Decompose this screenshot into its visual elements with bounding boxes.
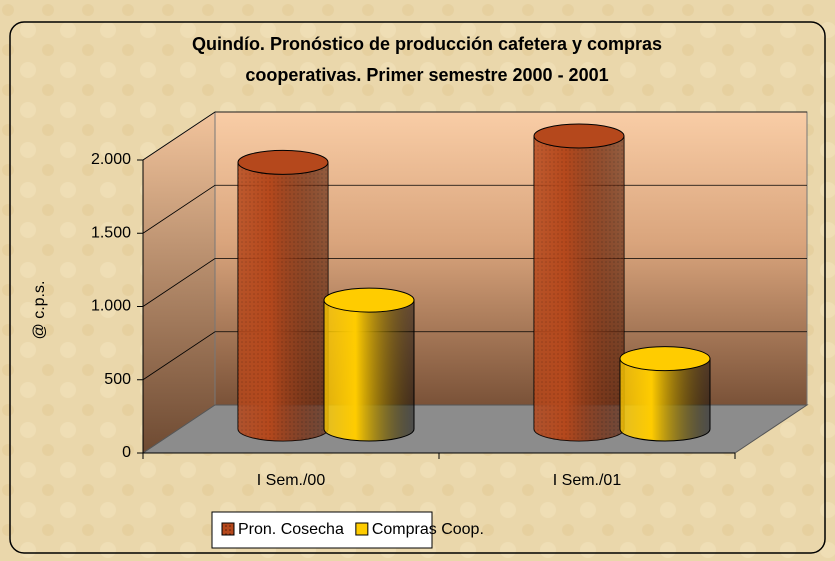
legend-swatch (355, 522, 369, 536)
grid-line (142, 111, 807, 161)
bar-body (323, 299, 415, 442)
bar-top (323, 287, 415, 313)
bar-body (619, 358, 711, 442)
legend-swatch (221, 522, 235, 536)
y-axis-label: @ c.p.s. (31, 281, 48, 340)
legend (211, 511, 433, 549)
bar-top (619, 346, 711, 372)
y-tick-label: 1.000 (91, 298, 131, 315)
x-tick-label: I Sem./01 (553, 472, 622, 489)
legend-label: Pron. Cosecha (238, 521, 344, 538)
bar-texture (238, 162, 328, 441)
chart-title: Quindío. Pronóstico de producción cafete… (192, 34, 662, 54)
y-tick-label: 1.500 (91, 224, 131, 241)
y-tick-label: 500 (104, 371, 131, 388)
chart-border (9, 21, 826, 554)
legend-label: Compras Coop. (372, 521, 484, 538)
x-tick-label: I Sem./00 (257, 472, 326, 489)
y-tick-label: 2.000 (91, 151, 131, 168)
bar-texture (534, 136, 624, 441)
chart-title: cooperativas. Primer semestre 2000 - 200… (245, 65, 608, 85)
y-tick-label: 0 (122, 444, 131, 461)
bar-top (533, 123, 625, 149)
bar-top (237, 149, 329, 175)
